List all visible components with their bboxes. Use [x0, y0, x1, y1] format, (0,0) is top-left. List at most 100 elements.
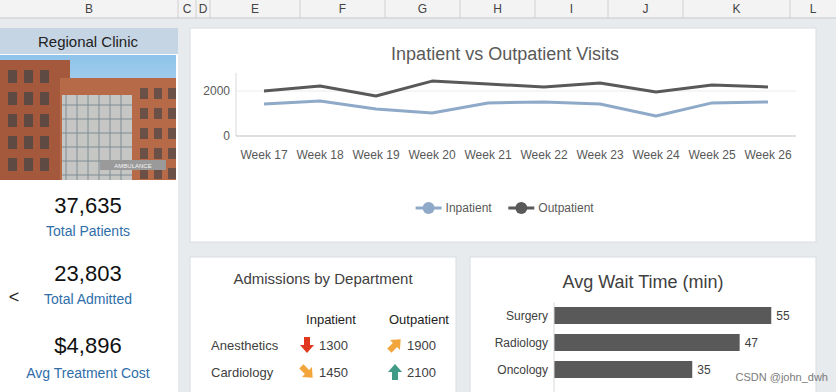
x-tick-label: Week 22 [520, 148, 567, 162]
photo-window [24, 158, 33, 171]
trend-arrow [296, 361, 317, 382]
x-tick-label: Week 20 [408, 148, 455, 162]
watermark: CSDN @john_dwh [736, 371, 829, 383]
y-tick-line [236, 91, 796, 92]
column-header: E [251, 2, 259, 16]
sidebar-header [0, 28, 178, 54]
y-tick-label: 0 [223, 129, 230, 143]
y-tick-label: 2000 [203, 84, 230, 98]
trend-arrow [388, 364, 402, 380]
chart-title: Avg Wait Time (min) [562, 272, 723, 292]
photo-window [24, 70, 33, 83]
column-header: L [810, 2, 817, 16]
legend-label: Inpatient [446, 201, 493, 215]
column-header: C [183, 2, 192, 16]
column-separator [300, 0, 301, 18]
legend: Inpatient Outpatient [416, 201, 595, 215]
bar [554, 307, 771, 324]
x-tick-label: Week 17 [240, 148, 287, 162]
bar [554, 361, 692, 378]
legend-label: Outpatient [538, 201, 594, 215]
kpi-value: 23,803 [54, 261, 121, 286]
photo-window [140, 148, 148, 159]
category-axis-line [554, 302, 555, 392]
photo-window [40, 136, 49, 149]
photo-glass-frame [66, 95, 67, 180]
photo-window [8, 92, 17, 105]
column-header: F [339, 2, 346, 16]
column-header-bar [0, 0, 836, 18]
photo-window [154, 128, 162, 139]
column-separator [196, 0, 197, 18]
table-row-label: Cardiology [211, 365, 274, 380]
column-separator [460, 0, 461, 18]
photo-building-left [0, 60, 70, 180]
legend-marker [515, 202, 527, 214]
photo-window [140, 88, 148, 99]
photo-sign-text: AMBULANCE [114, 163, 151, 169]
photo-window [168, 88, 176, 99]
column-separator [790, 0, 791, 18]
photo-window [24, 114, 33, 127]
table-cell: 1900 [407, 338, 436, 353]
x-tick-label: Week 21 [464, 148, 511, 162]
photo-building-right [60, 78, 176, 180]
photo-window [40, 158, 49, 171]
photo-window [140, 128, 148, 139]
back-icon[interactable]: < [9, 287, 20, 307]
table-panel [190, 257, 456, 392]
photo-glass-frame [62, 105, 132, 106]
photo-window [168, 108, 176, 119]
y-tick-label: Surgery [506, 309, 548, 323]
photo-window [140, 108, 148, 119]
photo-window [154, 108, 162, 119]
kpi-value: 37,635 [54, 193, 121, 218]
sidebar-title: Regional Clinic [38, 33, 139, 50]
photo-sky [0, 55, 176, 180]
table-cell: 1300 [319, 338, 348, 353]
x-tick-label: Week 26 [744, 148, 791, 162]
photo-glass-frame [62, 175, 132, 176]
column-separator [608, 0, 609, 18]
column-separator [178, 0, 179, 18]
table-column-head: Outpatient [389, 312, 449, 327]
photo-window [168, 168, 176, 179]
y-tick-label: Radiology [495, 336, 548, 350]
photo-window [8, 114, 17, 127]
photo-window [8, 158, 17, 171]
photo-window [8, 136, 17, 149]
kpi-label: Avg Treatment Cost [26, 365, 150, 381]
x-tick-label: Week 24 [632, 148, 679, 162]
photo-window [40, 92, 49, 105]
photo-window [168, 128, 176, 139]
column-separator [210, 0, 211, 18]
column-header: B [85, 2, 93, 16]
column-separator [683, 0, 684, 18]
column-header: J [643, 2, 649, 16]
table-row-label: Anesthetics [211, 338, 279, 353]
legend-item: Outpatient [508, 201, 594, 215]
y-tick-label: Oncology [497, 363, 548, 377]
kpi-label: Total Admitted [44, 291, 132, 307]
photo-window [8, 70, 17, 83]
photo-glass-frame [99, 95, 100, 180]
table-cell: 2100 [407, 365, 436, 380]
x-tick-label: Week 19 [352, 148, 399, 162]
column-header: D [199, 2, 208, 16]
series-line [264, 101, 768, 116]
kpi-value: $4,896 [54, 333, 121, 358]
table-title: Admissions by Department [233, 270, 413, 287]
photo-window [168, 148, 176, 159]
kpi-label: Total Patients [46, 223, 130, 239]
bar [554, 334, 740, 351]
line-panel [190, 28, 816, 242]
column-separator [385, 0, 386, 18]
x-tick-label: Week 25 [688, 148, 735, 162]
photo-window [40, 70, 49, 83]
photo-glass-frame [62, 147, 132, 148]
table-cell: 1450 [319, 365, 348, 380]
photo-window [154, 88, 162, 99]
legend-item: Inpatient [416, 201, 493, 215]
x-tick-label: Week 23 [576, 148, 623, 162]
chart-title: Inpatient vs Outpatient Visits [391, 44, 619, 64]
